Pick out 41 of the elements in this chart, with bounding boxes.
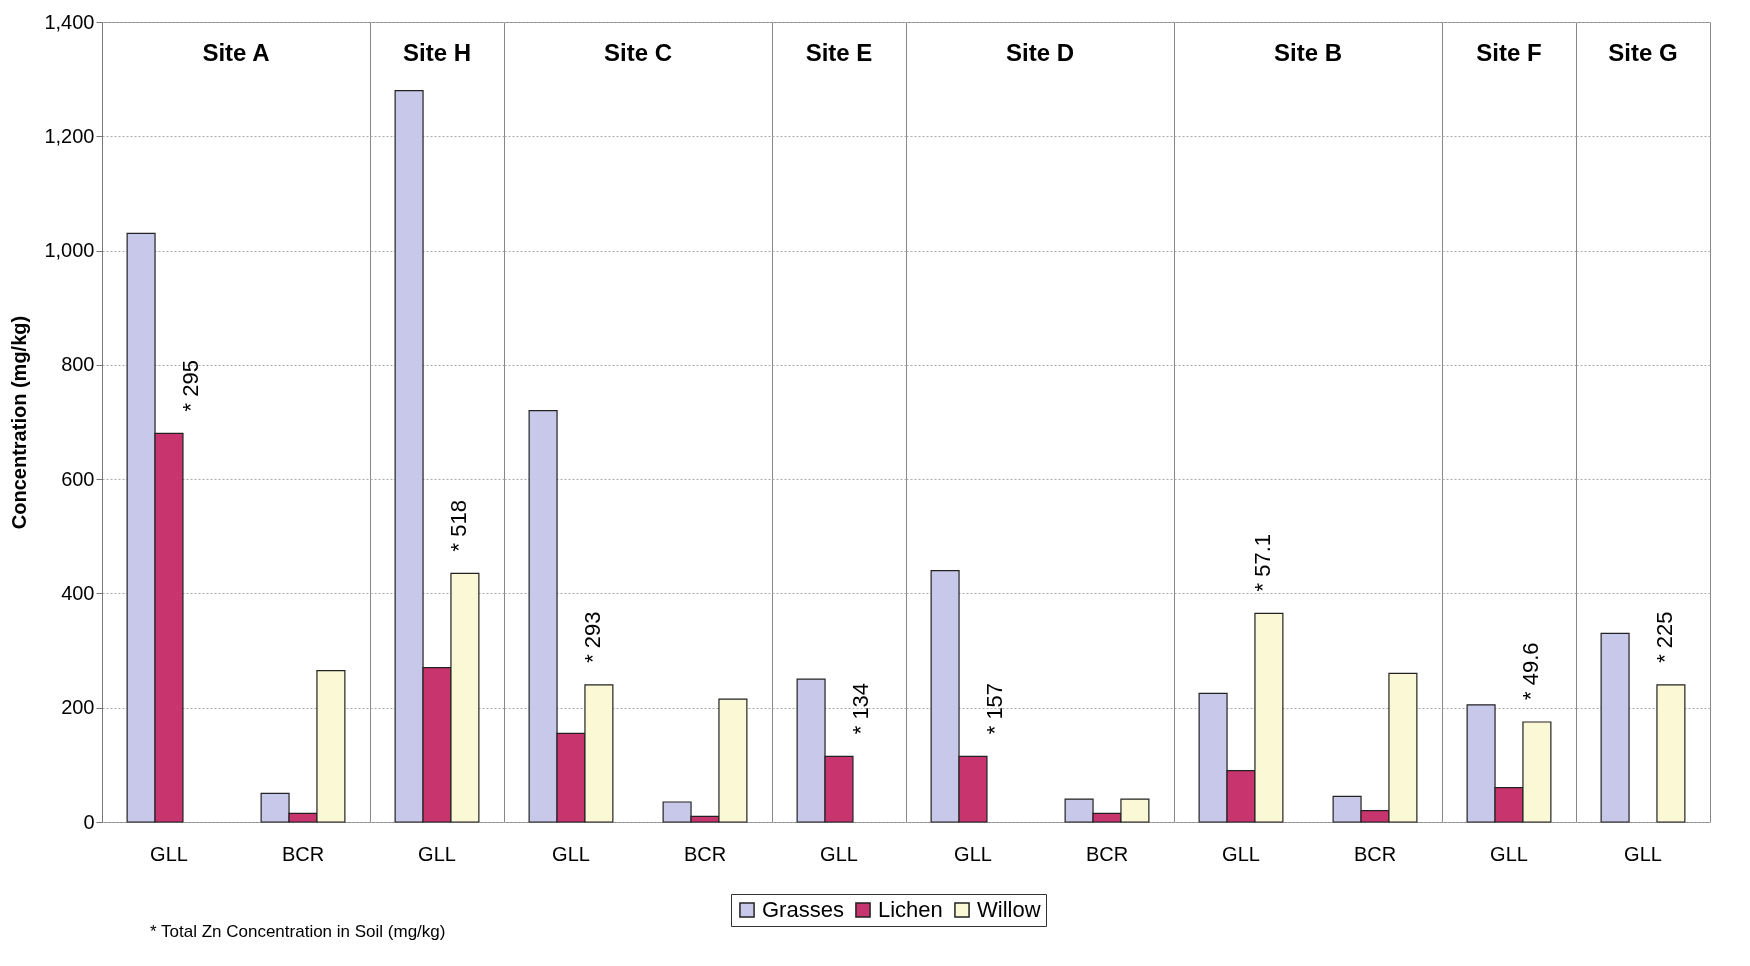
annotation: * 157 (982, 682, 1007, 735)
text: Site E (805, 39, 873, 66)
text: Site F (1476, 39, 1542, 66)
x-tick-label: BCR (683, 842, 727, 865)
text: Site C (603, 39, 673, 66)
x-tick-label: BCR (281, 842, 325, 865)
y-axis-title: Concentration (mg/kg) (8, 315, 31, 530)
text: * Total Zn Concentration in Soil (mg/kg) (150, 922, 446, 942)
text: Site A (202, 39, 270, 66)
y-tick-label: 1,000 (44, 239, 95, 262)
x-tick-label: GLL (1624, 842, 1662, 865)
x-tick-label: BCR (1085, 842, 1129, 865)
y-tick-label: 800 (61, 353, 95, 376)
y-tick-label: 400 (61, 581, 95, 604)
x-tick-label: GLL (418, 842, 456, 865)
annotation: * 518 (446, 500, 471, 552)
text: Site H (402, 39, 472, 66)
legend-label: Willow (977, 897, 1041, 922)
text: Site D (1005, 39, 1075, 66)
annotation: * 57.1 (1250, 533, 1275, 592)
x-tick-label: GLL (1490, 842, 1528, 865)
y-tick-label: 0 (83, 810, 95, 833)
x-tick-label: GLL (1222, 842, 1260, 865)
x-tick-label: BCR (1353, 842, 1397, 865)
annotation: * 134 (848, 682, 873, 735)
annotation: * 295 (178, 360, 203, 412)
x-tick-label: GLL (954, 842, 992, 865)
y-tick-label: 1,200 (44, 124, 95, 147)
y-tick-label: 200 (61, 696, 95, 719)
annotation: * 49.6 (1518, 642, 1543, 700)
text: Site G (1608, 39, 1678, 66)
annotation: * 293 (580, 611, 605, 663)
y-tick-label: 1,400 (44, 10, 95, 33)
legend-label: Grasses (762, 897, 844, 922)
x-tick-label: GLL (820, 842, 858, 865)
annotation: * 225 (1652, 611, 1677, 663)
legend-label: Lichen (878, 897, 943, 922)
x-tick-label: GLL (552, 842, 590, 865)
x-tick-label: GLL (150, 842, 188, 865)
y-tick-label: 600 (61, 467, 95, 490)
text: Site B (1273, 39, 1343, 66)
